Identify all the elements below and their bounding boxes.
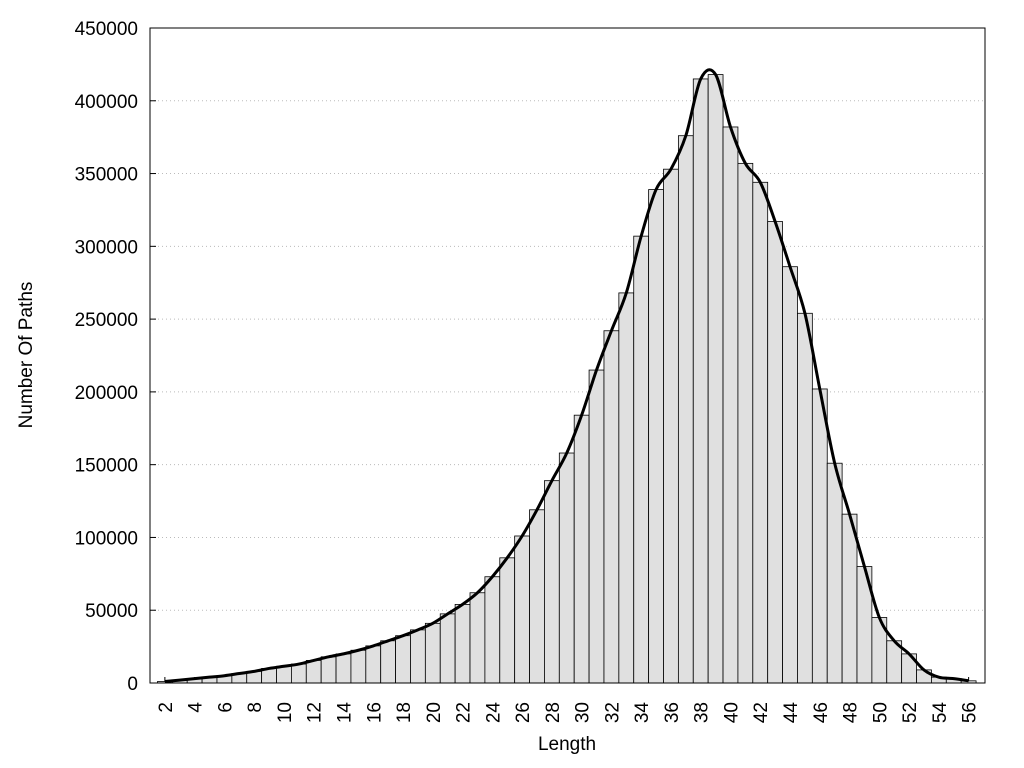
bar [811,388,828,684]
x-tick-label: 12 [305,702,326,723]
x-axis-label: Length [538,734,596,755]
bar [707,74,724,684]
x-tick-label: 34 [632,702,653,724]
y-tick-label: 400000 [75,92,138,113]
x-tick-label: 48 [841,702,862,723]
x-tick-label: 22 [454,702,475,723]
bar [395,635,411,684]
bar [350,649,367,684]
y-tick-label: 450000 [75,19,138,40]
x-tick-label: 14 [334,702,355,724]
bar [544,480,560,684]
y-tick-label: 200000 [75,383,138,404]
x-tick-label: 20 [424,702,445,723]
bar [841,513,858,684]
bar [365,645,382,684]
bar [767,221,783,684]
trend-line [164,68,969,684]
x-tick-label: 38 [692,702,713,723]
bar [305,660,322,684]
bar [454,604,471,684]
bar [633,235,650,684]
bar [588,369,605,684]
bar [573,414,590,684]
x-tick-label: 36 [662,702,683,723]
x-tick-label: 30 [573,702,594,723]
x-tick-label: 8 [245,702,266,713]
x-tick-label: 24 [483,702,504,724]
y-tick-label: 50000 [85,601,138,622]
plot-frame [149,27,986,684]
x-tick-label: 56 [960,702,981,723]
x-tick-label: 26 [513,702,534,723]
x-tick-label: 4 [186,702,207,713]
x-tick-label: 40 [721,702,742,723]
bar [529,509,545,684]
x-tick-label: 18 [394,702,415,723]
bar [320,656,337,684]
bar [469,592,486,684]
bar [603,330,620,684]
y-tick-label: 0 [127,674,138,695]
x-tick-label: 28 [543,702,564,723]
y-tick-label: 250000 [75,310,138,331]
x-tick-label: 16 [364,702,385,723]
x-tick-label: 46 [811,702,832,723]
bar [514,535,530,684]
y-tick-label: 350000 [75,165,138,186]
bar [276,665,292,684]
x-tick-label: 52 [900,702,921,723]
bar [439,613,456,684]
bar [782,266,798,684]
bar [558,452,575,684]
x-tick-label: 32 [602,702,623,723]
x-tick-label: 10 [275,702,296,723]
x-tick-label: 42 [751,702,772,723]
bar [410,629,426,684]
bar [335,653,352,684]
bar [826,462,843,684]
bar [797,312,813,684]
x-tick-label: 2 [156,702,177,713]
bar [499,557,516,684]
bar [380,640,396,684]
x-tick-label: 50 [870,702,891,723]
x-tick-label: 6 [215,702,236,713]
y-tick-label: 100000 [75,528,138,549]
x-tick-label: 54 [930,702,951,724]
bar [648,189,664,684]
bar [692,78,709,684]
y-axis-label: Number Of Paths [16,282,37,429]
bar [737,162,754,684]
x-tick-label: 44 [781,702,802,724]
bar [752,181,769,684]
bar [424,622,441,684]
y-tick-label: 150000 [75,456,138,477]
bar [722,126,739,684]
bar [484,576,501,684]
bar [618,292,635,684]
y-tick-label: 300000 [75,237,138,258]
bar [663,168,679,684]
bar [290,663,307,684]
bar [677,135,694,684]
